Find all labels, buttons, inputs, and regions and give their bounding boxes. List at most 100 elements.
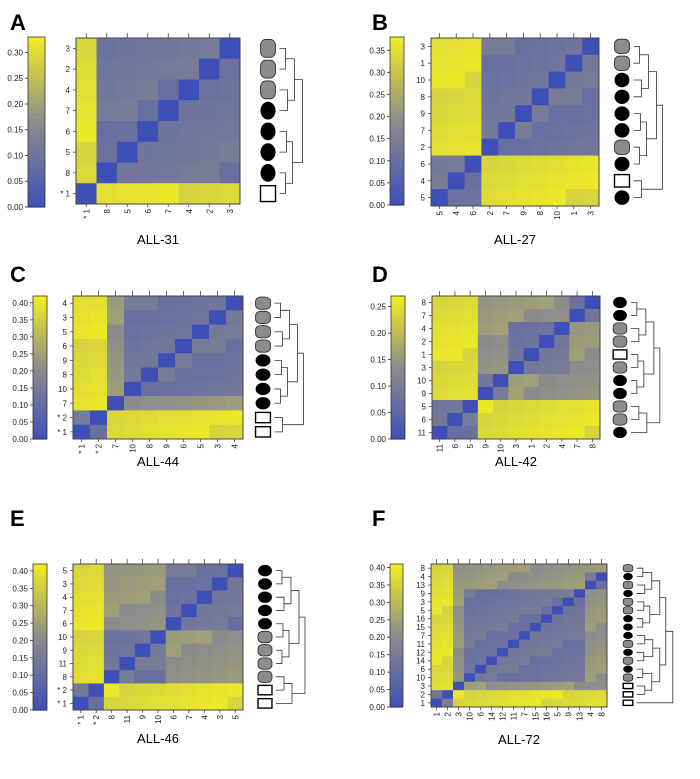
colorbar-step [33,385,47,390]
heatmap-cell [73,367,91,383]
colorbar-step [390,192,404,198]
heatmap-cell [137,79,159,101]
colorbar-step [28,79,45,85]
black-oval-icon [255,368,271,381]
heatmap-cell [181,656,198,671]
colorbar-step [33,637,47,642]
heatmap-cell [175,367,193,383]
colorbar-step [390,689,403,694]
heatmap-cell [134,577,151,591]
heatmap-cell [431,631,443,641]
heatmap-cell [76,100,97,122]
colorbar-step [391,338,405,344]
row-label: 16 [416,615,425,624]
white-square-icon [257,697,273,709]
heatmap-cell [212,617,228,631]
colorbar-step [33,611,47,616]
colorbar-step [391,306,405,311]
heatmap-cell [493,413,509,427]
heatmap-cell [481,54,499,72]
colorbar-step [33,600,47,605]
heatmap-cell [523,335,540,349]
heatmap-cell [453,589,465,599]
heatmap-cell [226,296,244,311]
heatmap-cell [117,38,138,60]
heatmap-cell [523,309,540,323]
heatmap-cell [477,322,494,336]
heatmap-cell [582,155,600,173]
col-label: 3 [587,210,596,215]
heatmap-cell [150,643,167,658]
heatmap-cell [165,564,182,578]
heatmap-cell [124,324,142,340]
heatmap-cell [431,589,443,599]
heatmap-cell [175,353,193,368]
colorbar-step [33,673,47,678]
heatmap-cell [464,172,482,190]
row-label: 8 [66,169,71,178]
heatmap-cell [209,410,227,426]
heatmap-cell [192,381,210,397]
col-label: 4 [231,443,240,448]
row-label: 9 [422,390,427,399]
heatmap-cell [165,643,182,658]
col-label: 5 [197,443,206,448]
heatmap-cell [519,606,531,615]
col-label: 2 [543,443,552,448]
colorbar-step [33,578,47,583]
heatmap-cell [486,681,498,691]
heatmap-cell [447,413,463,427]
heatmap-cell [226,396,244,411]
heatmap-cell [475,572,487,582]
white-square-icon [613,173,631,188]
heatmap-cell [585,597,597,607]
dendrogram-branch [636,651,645,662]
heatmap-cell [486,564,498,573]
heatmap-cell [227,577,244,591]
heatmap-cell [596,580,608,590]
dendrogram-branch [279,172,286,195]
heatmap-cell [431,138,449,156]
col-label: 3 [455,711,464,716]
heatmap-cell [530,664,542,674]
heatmap-cell [73,324,91,340]
col-label: 3 [512,443,521,448]
heatmap-cell [519,564,531,573]
heatmap-cell [508,597,520,607]
dendrogram-branch [633,180,642,198]
heatmap-cell [175,424,193,440]
colorbar-tick-label: 0.05 [7,177,23,186]
colorbar-step [391,424,405,429]
col-label: 10 [497,443,506,452]
heatmap-cell [481,88,499,106]
heatmap-frame [430,37,600,207]
heatmap-cell [73,683,89,698]
heatmap-cell [554,413,570,427]
heatmap-cell [554,400,570,414]
heatmap-cell [103,590,120,605]
heatmap-cell [565,88,583,106]
heatmap-cell [226,324,244,340]
heatmap-cell [76,58,97,80]
colorbar-step [390,53,404,59]
heatmap-cell [554,387,570,401]
heatmap-cell [585,681,597,691]
heatmap-cell [431,614,443,624]
dendrogram-branch [287,324,298,383]
heatmap-cell [565,38,583,56]
heatmap-cell [531,138,549,156]
colorbar-step [390,70,404,76]
heatmap-cell [596,631,608,641]
heatmap-cell [508,656,520,666]
row-label: 7 [63,606,68,615]
colorbar-step [33,406,47,411]
gray-rounded-icon [612,361,628,374]
heatmap-cell [150,577,167,591]
heatmap-cell [569,413,586,427]
heatmap-cell [192,410,210,426]
heatmap-cell [431,189,449,207]
panel-title: ALL-72 [498,732,540,747]
heatmap-cell [192,424,210,440]
col-label: 4 [587,711,596,716]
heatmap: 3 2 4 7 6 5 8 * 1 * 1 8 5 6 7 4 2 3 [60,33,241,219]
